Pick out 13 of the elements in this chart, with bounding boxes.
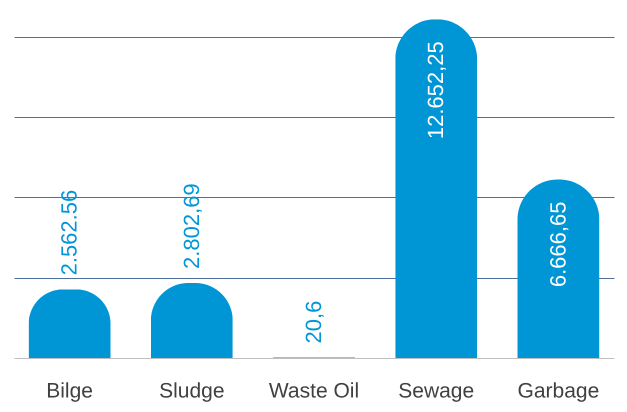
data-label: 6.666,65	[545, 202, 570, 288]
x-tick-label: Sewage	[398, 380, 474, 402]
data-label: 2.562.56	[56, 190, 82, 276]
data-label: 2.802,69	[178, 183, 204, 269]
bar	[517, 180, 600, 358]
x-tick-label: Sludge	[159, 380, 224, 402]
data-label: 12.652,25	[423, 41, 448, 140]
bar	[28, 289, 111, 358]
data-label: 20,6	[301, 300, 326, 344]
x-tick-label: Garbage	[518, 380, 600, 402]
x-tick-label: Waste Oil	[268, 380, 360, 402]
bar	[395, 19, 478, 358]
x-tick-label: Bilge	[46, 380, 93, 402]
